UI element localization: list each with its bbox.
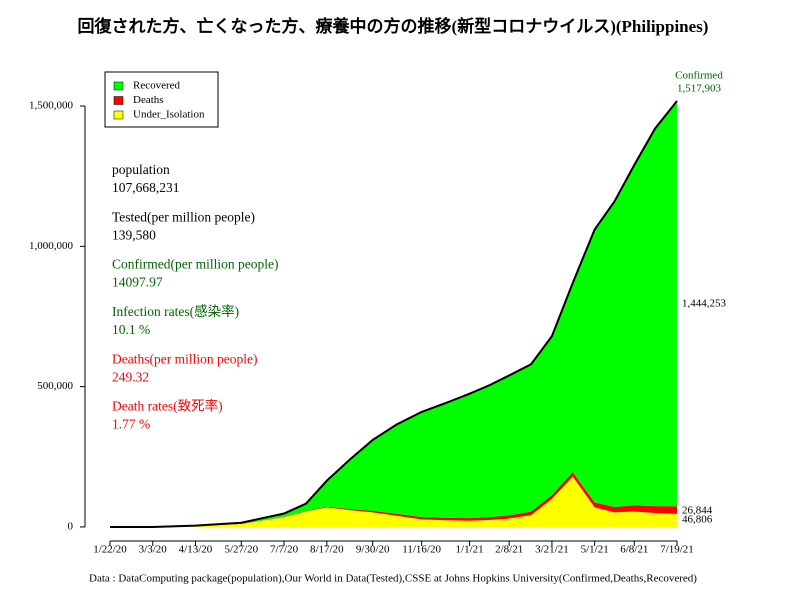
x-tick-label: 9/30/20 bbox=[356, 544, 390, 556]
stat-label: Death rates(致死率) bbox=[112, 398, 223, 414]
area bbox=[110, 101, 677, 527]
y-tick-label: 500,000 bbox=[37, 380, 73, 392]
stat-value: 107,668,231 bbox=[112, 180, 180, 195]
end-value-label: 26,844 bbox=[682, 505, 713, 517]
confirmed-line bbox=[109, 100, 678, 528]
stat-value: 1.77 % bbox=[112, 417, 150, 432]
y-tick-label: 0 bbox=[68, 521, 74, 533]
legend-swatch bbox=[113, 110, 124, 120]
x-tick-label: 8/17/20 bbox=[310, 544, 344, 556]
x-tick-label: 3/3/20 bbox=[139, 544, 168, 556]
stat-value: 10.1 % bbox=[112, 322, 150, 337]
x-tick-label: 5/27/20 bbox=[225, 544, 259, 556]
legend-label: Recovered bbox=[133, 80, 181, 92]
x-tick-label: 1/22/20 bbox=[93, 544, 127, 556]
legend-box bbox=[104, 71, 219, 128]
x-tick-label: 1/1/21 bbox=[456, 544, 484, 556]
x-tick-label: 2/8/21 bbox=[495, 544, 523, 556]
stat-value: 14097.97 bbox=[112, 275, 163, 290]
y-tick-label: 1,000,000 bbox=[29, 240, 74, 252]
stat-value: 249.32 bbox=[112, 369, 149, 384]
x-tick-label: 7/7/20 bbox=[270, 544, 299, 556]
x-tick-label: 4/13/20 bbox=[179, 544, 213, 556]
stat-value: 139,580 bbox=[112, 227, 156, 242]
legend-swatch bbox=[113, 96, 124, 105]
stat-label: Deaths(per million people) bbox=[112, 351, 257, 366]
y-tick-label: 1,500,000 bbox=[29, 100, 74, 112]
legend-label: Under_Isolation bbox=[133, 109, 205, 121]
end-value-label: 46,806 bbox=[682, 514, 713, 526]
stat-label: population bbox=[112, 162, 170, 177]
area bbox=[110, 476, 677, 527]
x-tick-label: 7/19/21 bbox=[660, 544, 694, 556]
x-tick-label: 5/1/21 bbox=[581, 544, 609, 556]
stat-label: Confirmed(per million people) bbox=[112, 257, 278, 272]
total-annotation-title: Confirmed bbox=[675, 70, 723, 82]
source-note: Data : DataComputing package(population)… bbox=[89, 573, 697, 585]
x-tick-label: 3/21/21 bbox=[535, 544, 569, 556]
chart-title: 回復された方、亡くなった方、療養中の方の推移(新型コロナウイルス)(Philip… bbox=[78, 16, 709, 36]
legend-swatch bbox=[113, 81, 124, 91]
total-annotation-value: 1,517,903 bbox=[677, 83, 722, 95]
legend-label: Deaths bbox=[133, 94, 164, 106]
stat-label: Tested(per million people) bbox=[112, 209, 255, 224]
stat-label: Infection rates(感染率) bbox=[112, 303, 239, 319]
x-tick-label: 11/16/20 bbox=[402, 544, 441, 556]
end-value-label: 1,444,253 bbox=[682, 298, 727, 310]
x-tick-label: 6/8/21 bbox=[620, 544, 648, 556]
